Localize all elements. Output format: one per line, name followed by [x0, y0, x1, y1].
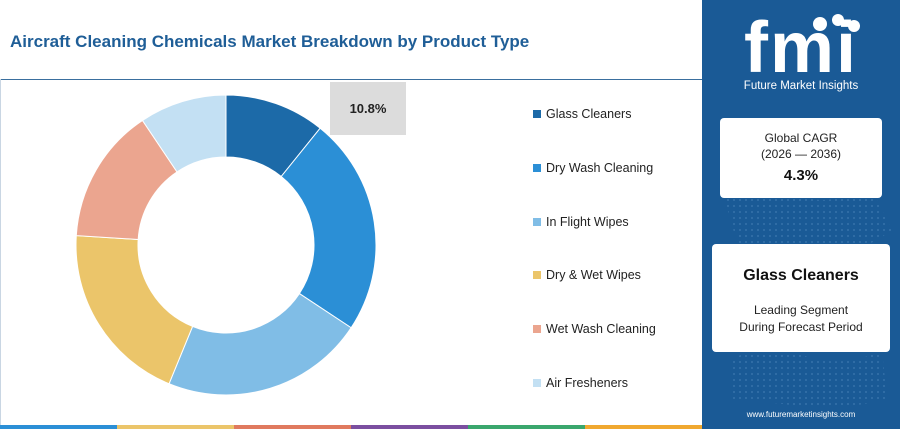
title-divider	[0, 79, 702, 80]
legend-swatch	[533, 325, 541, 333]
donut-slice-dry-wash-cleaning	[280, 127, 377, 329]
bottom-color-bar	[0, 425, 702, 429]
legend-item: In Flight Wipes	[533, 215, 629, 229]
legend-item: Wet Wash Cleaning	[533, 322, 656, 336]
segment-desc-line2: During Forecast Period	[739, 320, 863, 334]
legend-item: Air Fresheners	[533, 376, 628, 390]
legend-item: Dry Wash Cleaning	[533, 161, 653, 175]
donut-chart	[75, 94, 377, 396]
callout-label: 10.8%	[330, 82, 406, 135]
world-map-pattern	[722, 178, 892, 407]
legend-swatch	[533, 110, 541, 118]
brand-sidebar: fmi Future Market Insights Global CAGR (…	[702, 0, 900, 429]
legend-label: Dry & Wet Wipes	[546, 268, 641, 282]
cagr-label: Global CAGR	[764, 131, 838, 145]
legend-swatch	[533, 271, 541, 279]
cagr-card: Global CAGR (2026 — 2036) 4.3%	[720, 118, 882, 198]
chart-panel: Aircraft Cleaning Chemicals Market Break…	[0, 32, 702, 429]
legend-swatch	[533, 164, 541, 172]
legend-swatch	[533, 218, 541, 226]
donut-slice-in-flight-wipes	[168, 292, 352, 396]
bottom-bar-segment	[468, 425, 585, 429]
legend-label: Dry Wash Cleaning	[546, 161, 654, 175]
legend-swatch	[533, 379, 541, 387]
legend-item: Glass Cleaners	[533, 107, 631, 121]
bottom-bar-segment	[234, 425, 351, 429]
chart-title: Aircraft Cleaning Chemicals Market Break…	[10, 32, 530, 51]
legend-label: Wet Wash Cleaning	[546, 322, 656, 336]
leading-segment-card: Glass Cleaners Leading Segment During Fo…	[712, 244, 890, 352]
website-url[interactable]: www.futuremarketinsights.com	[746, 410, 856, 419]
panel-border	[0, 79, 1, 429]
legend-label: In Flight Wipes	[546, 215, 629, 229]
segment-name: Glass Cleaners	[743, 267, 859, 284]
cagr-value: 4.3%	[783, 167, 819, 184]
legend-item: Dry & Wet Wipes	[533, 268, 641, 282]
donut-slice-dry-wet-wipes	[75, 235, 194, 385]
bottom-bar-segment	[117, 425, 234, 429]
brand-tagline: Future Market Insights	[743, 80, 859, 92]
fmi-logo: fmi	[744, 10, 860, 80]
bottom-bar-segment	[585, 425, 702, 429]
bottom-bar-segment	[351, 425, 468, 429]
legend-label: Glass Cleaners	[546, 107, 632, 121]
bottom-bar-segment	[0, 425, 117, 429]
donut-slice-air-fresheners	[141, 94, 227, 173]
segment-desc-line1: Leading Segment	[753, 303, 849, 317]
legend-label: Air Fresheners	[546, 376, 628, 390]
cagr-period: (2026 — 2036)	[760, 147, 842, 161]
